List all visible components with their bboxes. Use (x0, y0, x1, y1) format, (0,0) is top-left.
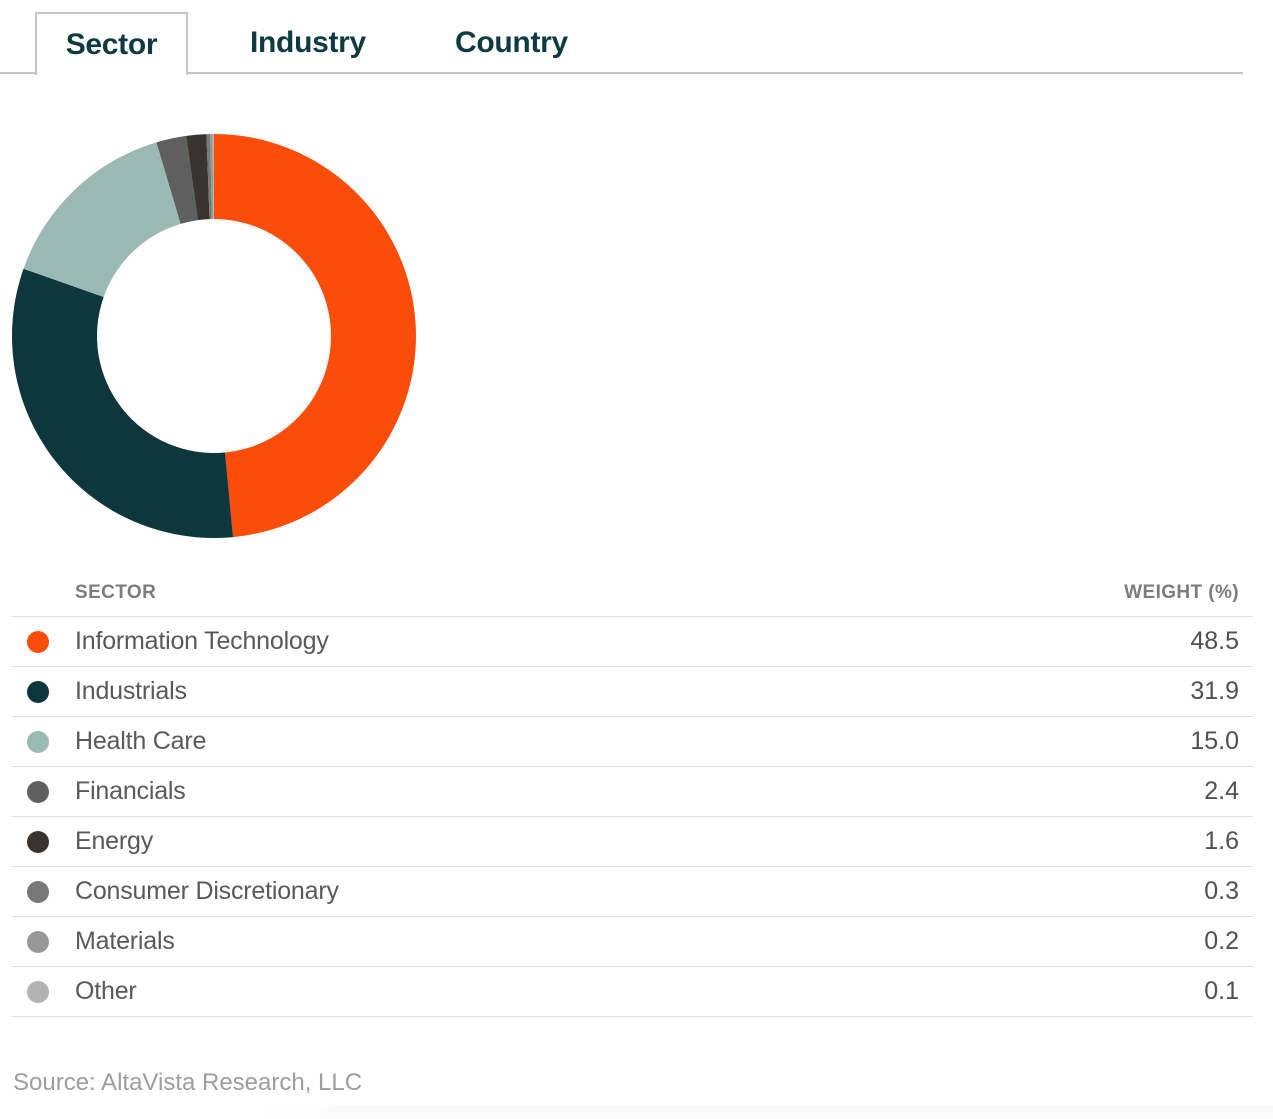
weight-value: 31.9 (1190, 677, 1239, 705)
weight-value: 0.2 (1204, 927, 1239, 955)
legend-dot (27, 780, 49, 803)
table-row: Other 0.1 (12, 966, 1253, 1017)
donut-segment-other[interactable] (212, 133, 214, 219)
sector-label: Financials (75, 777, 186, 805)
weight-value: 1.6 (1204, 827, 1239, 855)
tab-industry[interactable]: Industry (250, 12, 366, 73)
source-text: Source: AltaVista Research, LLC (13, 1069, 363, 1096)
tab-sector[interactable]: Sector (35, 12, 188, 75)
sector-label: Industrials (75, 677, 187, 705)
donut-segment-health-care[interactable] (23, 142, 181, 298)
table-row: Health Care 15.0 (12, 716, 1253, 766)
weight-value: 0.1 (1204, 977, 1239, 1005)
donut-segment-information-technology[interactable] (214, 134, 416, 538)
donut-segment-industrials[interactable] (12, 268, 234, 538)
legend-dot (27, 830, 49, 853)
weight-value: 0.3 (1204, 877, 1239, 905)
sector-label: Energy (75, 827, 154, 855)
donut-segments (12, 133, 416, 538)
legend-dot (27, 980, 49, 1003)
sector-label: Health Care (75, 727, 207, 755)
table-row: Materials 0.2 (12, 916, 1253, 966)
sector-label: Materials (75, 927, 175, 955)
table-row: Industrials 31.9 (12, 666, 1253, 716)
weight-value: 48.5 (1190, 627, 1239, 655)
legend-dot (27, 680, 49, 703)
weight-value: 2.4 (1204, 777, 1239, 805)
tab-bar-underline (0, 72, 1243, 74)
legend-dot (27, 630, 49, 653)
donut-segment-consumer-discretionary[interactable] (206, 134, 212, 220)
sector-weight-table: SECTOR WEIGHT (%) Information Technology… (12, 570, 1253, 1017)
sector-label: Consumer Discretionary (75, 877, 339, 905)
donut-segment-financials[interactable] (156, 135, 198, 224)
donut-segment-energy[interactable] (186, 134, 210, 221)
tab-industry-label: Industry (250, 25, 366, 59)
legend-dot (27, 880, 49, 903)
table-header: SECTOR WEIGHT (%) (12, 570, 1253, 616)
legend-dot (27, 930, 49, 953)
legend-dot (27, 730, 49, 753)
donut-chart (12, 133, 416, 538)
column-header-sector: SECTOR (75, 582, 157, 603)
column-header-weight: WEIGHT (%) (1124, 582, 1239, 603)
tab-country[interactable]: Country (455, 12, 568, 73)
bottom-panel-edge (260, 1105, 1273, 1119)
tab-country-label: Country (455, 25, 568, 59)
weight-value: 15.0 (1190, 727, 1239, 755)
tab-sector-label: Sector (65, 27, 158, 61)
table-row: Financials 2.4 (12, 766, 1253, 816)
table-body: Information Technology 48.5 Industrials 31.… (12, 616, 1253, 1017)
table-row: Energy 1.6 (12, 816, 1253, 866)
sector-label: Information Technology (75, 627, 329, 655)
table-row: Information Technology 48.5 (12, 616, 1253, 666)
table-row: Consumer Discretionary 0.3 (12, 866, 1253, 916)
donut-segment-materials[interactable] (210, 134, 214, 220)
sector-label: Other (75, 977, 137, 1005)
